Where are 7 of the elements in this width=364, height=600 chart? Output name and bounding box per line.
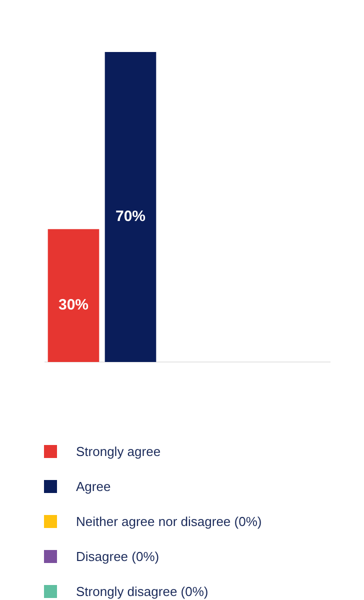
legend-label: Neither agree nor disagree (0%)	[76, 514, 262, 529]
legend-label: Agree	[76, 479, 111, 494]
legend-label: Strongly agree	[76, 444, 161, 459]
legend-label: Strongly disagree (0%)	[76, 584, 208, 599]
data-label: 70%	[115, 208, 146, 226]
data-label: 30%	[58, 296, 89, 314]
legend-label: Disagree (0%)	[76, 549, 160, 564]
